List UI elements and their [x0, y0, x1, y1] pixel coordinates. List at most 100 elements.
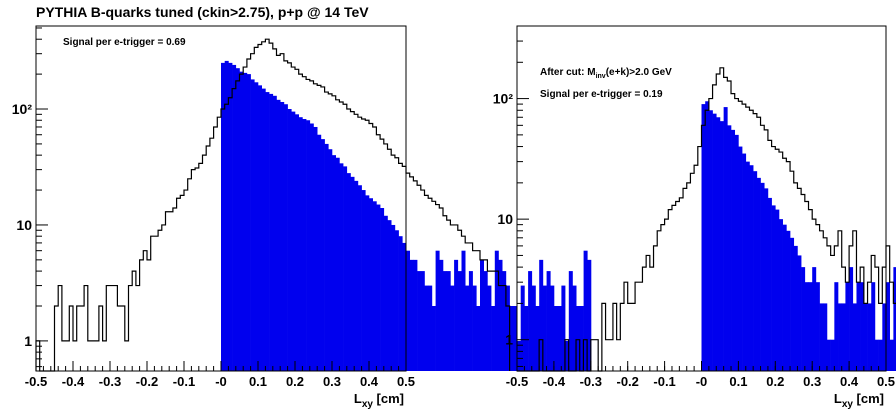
signal-bar — [878, 339, 883, 371]
signal-bar — [860, 282, 865, 371]
signal-bar — [265, 92, 270, 371]
x-tick-label: 0.2 — [766, 374, 784, 389]
signal-bar — [546, 271, 551, 371]
signal-bar — [476, 306, 481, 371]
signal-bar — [354, 180, 359, 371]
signal-bar — [487, 285, 492, 371]
signal-bar — [372, 201, 377, 371]
signal-bar — [579, 306, 584, 371]
signal-bar — [583, 250, 588, 371]
signal-bar — [587, 259, 592, 371]
signal-bar — [457, 271, 462, 371]
x-tick-label: -0.3 — [580, 374, 602, 389]
x-tick-label: 0.2 — [286, 374, 304, 389]
right-histogram-panel: -0.5 -0.4 -0.3 -0.2 -0.1 -0 0.1 0.2 0.3 0.4 0.5 1 10… — [493, 25, 896, 410]
signal-bar — [786, 230, 791, 371]
y-tick-label: 10 — [497, 211, 513, 227]
signal-bar — [874, 339, 879, 371]
signal-bar — [764, 188, 769, 371]
signal-bar — [775, 209, 780, 371]
signal-bar — [480, 259, 484, 371]
y-tick-label: 1 — [24, 333, 32, 349]
signal-bar — [324, 143, 329, 371]
signal-bar — [246, 74, 251, 372]
signal-bar — [834, 282, 839, 371]
signal-bar — [790, 237, 795, 371]
x-tick-label: 0.3 — [323, 374, 341, 389]
signal-bar — [280, 101, 285, 371]
signal-bar — [483, 271, 488, 371]
signal-bar — [550, 285, 555, 371]
x-tick-label: -0.1 — [173, 374, 195, 389]
signal-bar — [369, 198, 373, 371]
signal-annotation: Signal per e-trigger = 0.69 — [63, 37, 186, 48]
signal-bar — [431, 306, 436, 371]
signal-bar — [727, 125, 732, 371]
signal-bar — [235, 68, 240, 372]
x-tick-label: -0.2 — [136, 374, 158, 389]
signal-bar — [439, 259, 444, 371]
signal-bar — [734, 134, 739, 371]
signal-bar — [742, 153, 747, 371]
signal-bar — [339, 163, 344, 371]
signal-bar — [778, 219, 783, 371]
signal-bar — [849, 267, 854, 371]
signal-bar — [328, 149, 333, 371]
signal-bar — [394, 230, 399, 371]
signal-bar — [472, 285, 477, 371]
cut-annotation: After cut: Minv(e+k)>2.0 GeV — [540, 67, 672, 80]
signal-bar — [232, 64, 237, 372]
signal-bar — [365, 195, 370, 371]
signal-bar — [882, 303, 887, 371]
x-tick-label: 0.4 — [840, 374, 859, 389]
signal-bar — [554, 306, 558, 371]
x-tick-label: -0.5 — [25, 374, 47, 389]
signal-bar — [383, 215, 388, 371]
signal-bar — [838, 303, 843, 371]
x-tick-label: -0 — [696, 374, 708, 389]
signal-bar — [723, 107, 728, 371]
signal-bar — [867, 303, 872, 371]
signal-bar — [539, 259, 544, 371]
signal-bar — [531, 285, 536, 371]
signal-bar — [435, 250, 440, 371]
signal-bar — [239, 71, 244, 371]
signal-bar — [406, 250, 410, 371]
signal-bar — [502, 271, 507, 371]
signal-bar — [793, 245, 798, 371]
y-tick-label: 1 — [505, 332, 513, 348]
y-tick-label: 10 — [16, 217, 32, 233]
signal-bar — [309, 123, 314, 371]
signal-bar — [819, 303, 824, 371]
signal-bar — [716, 117, 721, 371]
signal-bar — [313, 126, 318, 371]
signal-bar — [708, 110, 713, 372]
signal-bar — [454, 259, 459, 371]
signal-bar — [346, 173, 351, 371]
x-tick-label: 0.4 — [360, 374, 379, 389]
signal-bar — [705, 101, 710, 372]
x-axis-label: Lxy [cm] — [354, 391, 404, 410]
x-tick-label: 0.3 — [803, 374, 821, 389]
signal-bar — [221, 62, 225, 371]
signal-bar — [771, 205, 776, 371]
signal-bar — [719, 121, 724, 371]
x-tick-label: 0.5 — [877, 374, 895, 389]
signal-bar — [808, 282, 813, 371]
signal-bar — [797, 255, 802, 371]
signal-bar — [228, 62, 233, 371]
signal-bar — [524, 306, 529, 371]
signal-bar — [494, 250, 499, 371]
signal-bar — [420, 271, 425, 371]
signal-bar — [745, 161, 750, 371]
signal-bar — [380, 208, 385, 371]
signal-bar — [889, 339, 894, 371]
signal-bar — [565, 340, 570, 371]
signal-bar — [782, 224, 787, 371]
x-tick-label: 0.1 — [249, 374, 267, 389]
signal-bar — [535, 306, 540, 371]
signal-bar — [576, 306, 581, 371]
signal-bar — [443, 271, 447, 371]
signal-bar — [306, 120, 311, 371]
